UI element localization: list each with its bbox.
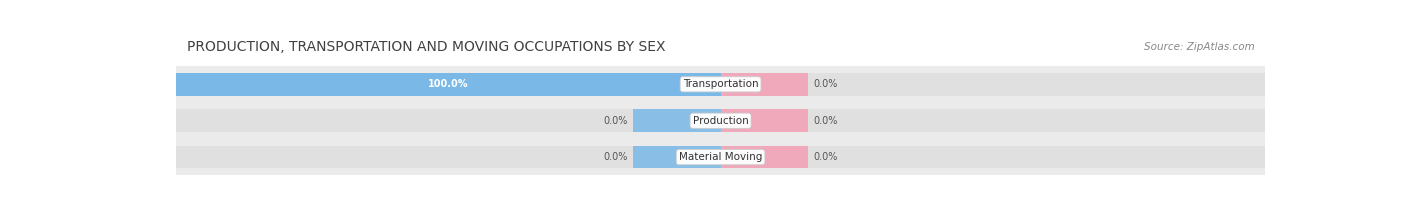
- Text: 100.0%: 100.0%: [427, 79, 468, 89]
- Bar: [721, 110, 1265, 132]
- Text: 0.0%: 0.0%: [603, 152, 628, 162]
- Bar: [633, 146, 721, 168]
- Text: Production: Production: [693, 116, 748, 126]
- Text: 0.0%: 0.0%: [813, 79, 838, 89]
- Text: Source: ZipAtlas.com: Source: ZipAtlas.com: [1143, 42, 1254, 52]
- Text: 0.0%: 0.0%: [813, 116, 838, 126]
- Bar: [721, 146, 808, 168]
- Bar: [176, 146, 721, 168]
- Bar: [721, 110, 808, 132]
- Bar: [721, 146, 1265, 168]
- Bar: [721, 73, 808, 96]
- Text: Material Moving: Material Moving: [679, 152, 762, 162]
- Bar: [176, 110, 721, 132]
- Text: 0.0%: 0.0%: [603, 116, 628, 126]
- Text: 0.0%: 0.0%: [813, 152, 838, 162]
- Text: Transportation: Transportation: [683, 79, 758, 89]
- Bar: [721, 73, 1265, 96]
- Bar: [176, 73, 721, 96]
- Text: PRODUCTION, TRANSPORTATION AND MOVING OCCUPATIONS BY SEX: PRODUCTION, TRANSPORTATION AND MOVING OC…: [187, 40, 665, 54]
- Bar: [633, 110, 721, 132]
- Bar: [176, 73, 721, 96]
